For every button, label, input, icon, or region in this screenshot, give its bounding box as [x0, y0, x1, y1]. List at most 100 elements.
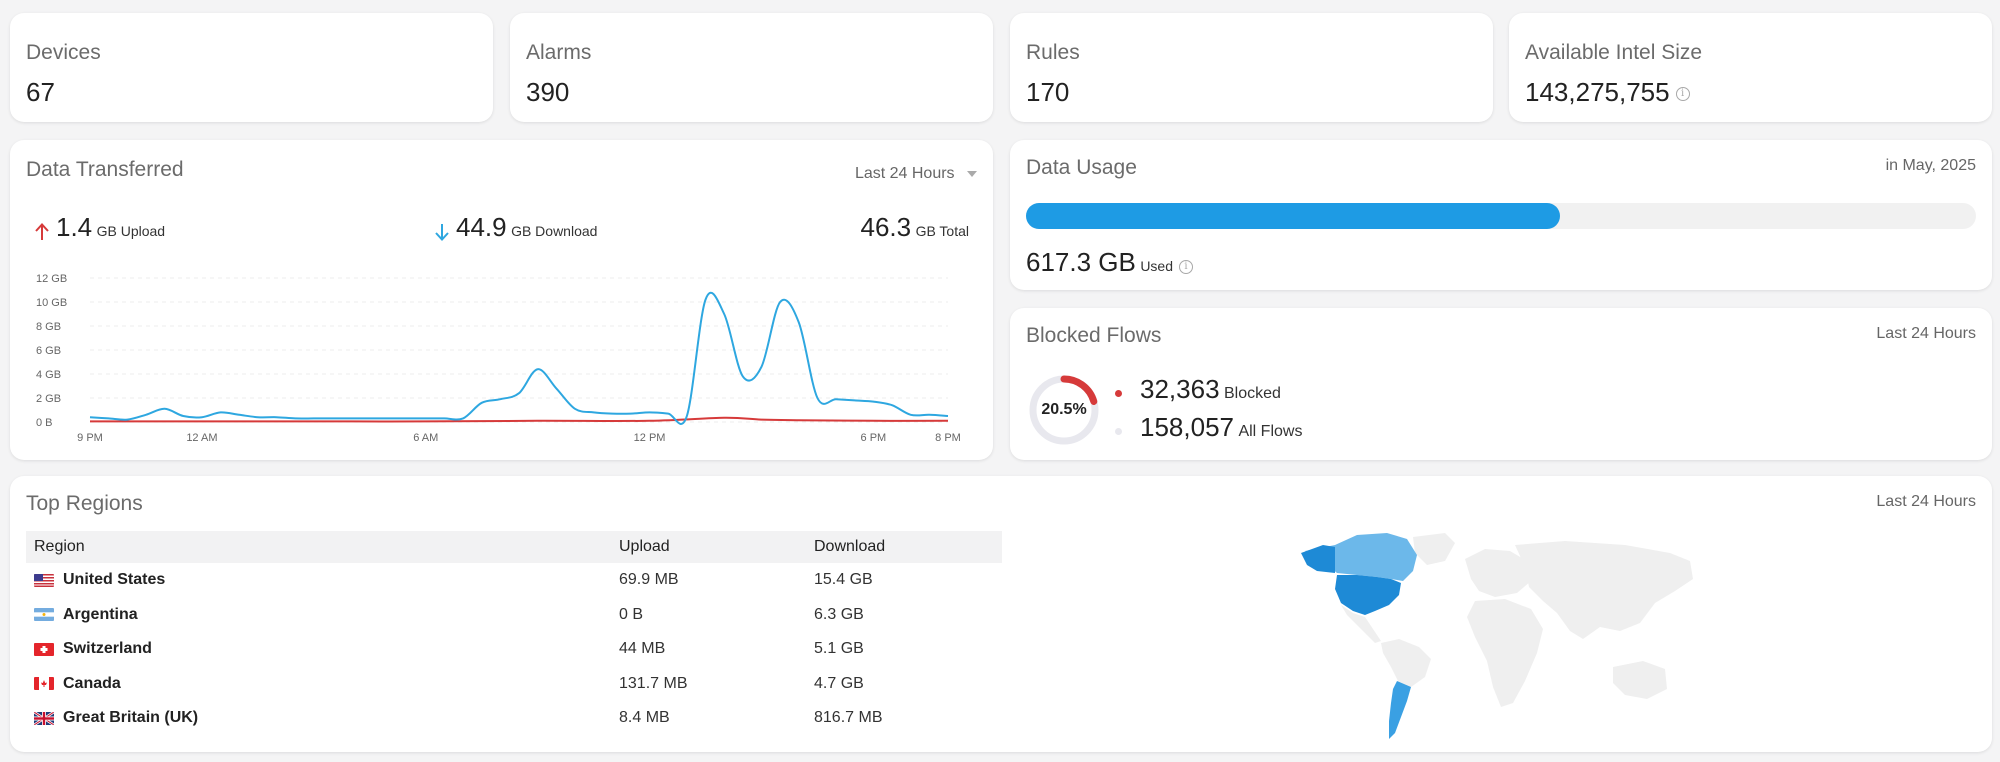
total-unit: GB Total	[915, 223, 969, 239]
info-icon[interactable]: i	[1179, 259, 1193, 274]
x-tick-label: 12 AM	[186, 432, 217, 444]
stat-card-intel-size[interactable]: Available Intel Size 143,275,755 i	[1509, 13, 1992, 122]
region-name: Great Britain (UK)	[63, 709, 199, 727]
stat-card-rules[interactable]: Rules 170	[1010, 13, 1493, 122]
region-name: United States	[63, 571, 166, 589]
region-name: Canada	[63, 674, 121, 692]
series-line-download[interactable]	[89, 291, 949, 425]
region-cell: United States	[26, 563, 611, 598]
data-usage-used: 617.3 GB Used i	[1026, 247, 1193, 278]
column-header-download[interactable]: Download	[806, 531, 1002, 563]
stat-label: Devices	[26, 41, 101, 64]
map-region-argentina[interactable]	[1389, 681, 1411, 739]
y-tick-label: 4 GB	[36, 369, 61, 381]
data-usage-title: Data Usage	[1026, 156, 1137, 179]
column-header-upload[interactable]: Upload	[611, 531, 806, 563]
blocked-value: 32,363	[1140, 374, 1220, 404]
map-region-alaska[interactable]	[1301, 545, 1335, 573]
y-tick-label: 2 GB	[36, 393, 61, 405]
data-usage-bar	[1026, 203, 1976, 229]
upload-unit: GB Upload	[96, 223, 166, 239]
upload-cell: 131.7 MB	[619, 674, 688, 692]
blocked-percent: 20.5%	[1041, 401, 1087, 418]
stat-value: 67	[26, 77, 55, 107]
ar-flag-icon	[34, 608, 54, 622]
stat-card-devices[interactable]: Devices 67	[10, 13, 493, 122]
blocked-label: Blocked	[1223, 385, 1281, 402]
map-region-south-america[interactable]	[1381, 639, 1431, 687]
map-region-africa[interactable]	[1467, 599, 1543, 707]
stat-label: Rules	[1026, 41, 1080, 64]
upload-summary: 1.4 GB Upload	[34, 212, 165, 243]
us-flag-icon	[34, 573, 54, 587]
donut-blocked-arc	[1029, 375, 1099, 445]
data-transferred-chart[interactable]: 0 B 2 GB 4 GB 6 GB 8 GB 10 GB 12 GB 9 PM 12 AM 6 …	[10, 140, 993, 460]
stat-label: Available Intel Size	[1525, 41, 1703, 64]
regions-table: Region Upload Download United States 69.…	[26, 531, 1002, 736]
table-header-row: Region Upload Download	[26, 531, 1002, 563]
map-region-central-america[interactable]	[1341, 605, 1381, 643]
series-line-upload[interactable]	[90, 416, 949, 423]
all-flows-label: All Flows	[1238, 423, 1303, 440]
region-name: Argentina	[63, 605, 138, 623]
blocked-legend-item: 32,363 Blocked	[1115, 374, 1281, 405]
map-region-asia[interactable]	[1515, 541, 1693, 639]
upload-value: 1.4	[56, 212, 93, 242]
x-tick-label: 6 PM	[861, 432, 887, 444]
table-row[interactable]: Canada 131.7 MB 4.7 GB	[26, 667, 1002, 702]
world-map[interactable]	[1295, 531, 1715, 746]
range-dropdown[interactable]: Last 24 Hours	[855, 165, 977, 183]
download-cell: 15.4 GB	[814, 571, 873, 589]
all-flows-dot	[1115, 428, 1122, 436]
data-transferred-card: Data Transferred Last 24 Hours 1.4 GB Up…	[10, 140, 993, 460]
top-regions-range: Last 24 Hours	[1876, 493, 1976, 510]
blocked-flows-title: Blocked Flows	[1026, 324, 1162, 347]
download-value: 44.9	[456, 212, 507, 242]
region-cell: Argentina	[26, 598, 611, 633]
x-tick-label: 12 PM	[634, 432, 666, 444]
stat-value: 390	[526, 77, 570, 107]
download-cell: 816.7 MB	[814, 709, 883, 727]
stat-value: 143,275,755	[1525, 77, 1670, 107]
all-flows-legend-item: 158,057 All Flows	[1115, 412, 1302, 443]
all-flows-value: 158,057	[1140, 412, 1234, 442]
top-regions-card: Top Regions Last 24 Hours Region Upload …	[10, 476, 1992, 752]
upload-cell: 8.4 MB	[619, 709, 670, 727]
blocked-flows-card: Blocked Flows Last 24 Hours 20.5% 32,363…	[1010, 308, 1992, 460]
used-value: 617.3 GB	[1026, 247, 1136, 277]
map-region-australia[interactable]	[1613, 661, 1667, 699]
blocked-flows-donut	[1029, 375, 1099, 445]
y-tick-label: 8 GB	[36, 321, 61, 333]
map-region-greenland[interactable]	[1413, 533, 1455, 565]
arrow-down-icon	[435, 223, 449, 241]
gb-flag-icon	[34, 711, 54, 725]
top-regions-title: Top Regions	[26, 492, 143, 515]
table-row[interactable]: Great Britain (UK) 8.4 MB 816.7 MB	[26, 701, 1002, 736]
total-value: 46.3	[860, 212, 912, 242]
y-tick-label: 0 B	[36, 417, 53, 429]
region-cell: Canada	[26, 667, 611, 702]
y-tick-label: 10 GB	[36, 297, 67, 309]
info-icon[interactable]: i	[1675, 87, 1690, 102]
download-cell: 4.7 GB	[814, 674, 864, 692]
table-row[interactable]: United States 69.9 MB 15.4 GB	[26, 563, 1002, 598]
download-cell: 5.1 GB	[814, 640, 864, 658]
data-usage-bar-fill	[1026, 203, 1560, 229]
column-header-region[interactable]: Region	[26, 531, 611, 563]
download-unit: GB Download	[511, 223, 598, 239]
x-tick-label: 9 PM	[77, 432, 103, 444]
data-usage-card: Data Usage in May, 2025 617.3 GB Used i	[1010, 140, 1992, 290]
stat-card-alarms[interactable]: Alarms 390	[510, 13, 993, 122]
upload-cell: 44 MB	[619, 640, 666, 658]
arrow-up-icon	[35, 222, 49, 240]
region-name: Switzerland	[63, 640, 152, 658]
map-region-united-states[interactable]	[1335, 575, 1401, 615]
region-cell: Great Britain (UK)	[26, 701, 611, 736]
map-region-europe[interactable]	[1465, 549, 1531, 597]
ca-flag-icon	[34, 677, 54, 691]
region-cell: Switzerland	[26, 632, 611, 667]
x-tick-label: 6 AM	[413, 432, 438, 444]
range-label: Last 24 Hours	[854, 165, 955, 182]
table-row[interactable]: Switzerland 44 MB 5.1 GB	[26, 632, 1002, 667]
table-row[interactable]: Argentina 0 B 6.3 GB	[26, 598, 1002, 633]
